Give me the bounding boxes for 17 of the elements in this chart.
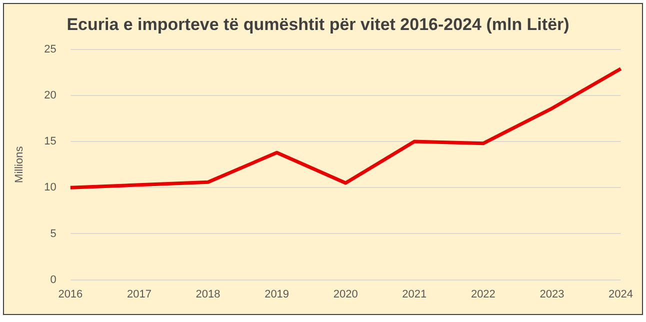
- x-tick-label: 2019: [264, 288, 290, 300]
- x-tick-label: 2017: [126, 288, 152, 300]
- x-tick-label: 2021: [402, 288, 427, 300]
- y-tick-label: 20: [44, 90, 56, 102]
- x-tick-label: 2020: [333, 288, 358, 300]
- x-tick-label: 2023: [540, 288, 564, 300]
- y-tick-label: 15: [44, 136, 56, 148]
- x-tick-label: 2016: [58, 288, 83, 300]
- y-tick-label: 25: [44, 43, 56, 56]
- y-tick-label: 0: [50, 274, 56, 286]
- y-axis-title: Millions: [14, 146, 26, 183]
- x-tick-label: 2018: [196, 288, 220, 300]
- x-tick-label: 2022: [470, 288, 496, 300]
- y-tick-label: 5: [50, 228, 56, 240]
- x-tick-label: 2024: [608, 288, 634, 300]
- y-tick-label: 10: [44, 182, 56, 194]
- chart-title: Ecuria e importeve të qumështit për vitet 2016-2024 (mln Litër): [66, 14, 570, 34]
